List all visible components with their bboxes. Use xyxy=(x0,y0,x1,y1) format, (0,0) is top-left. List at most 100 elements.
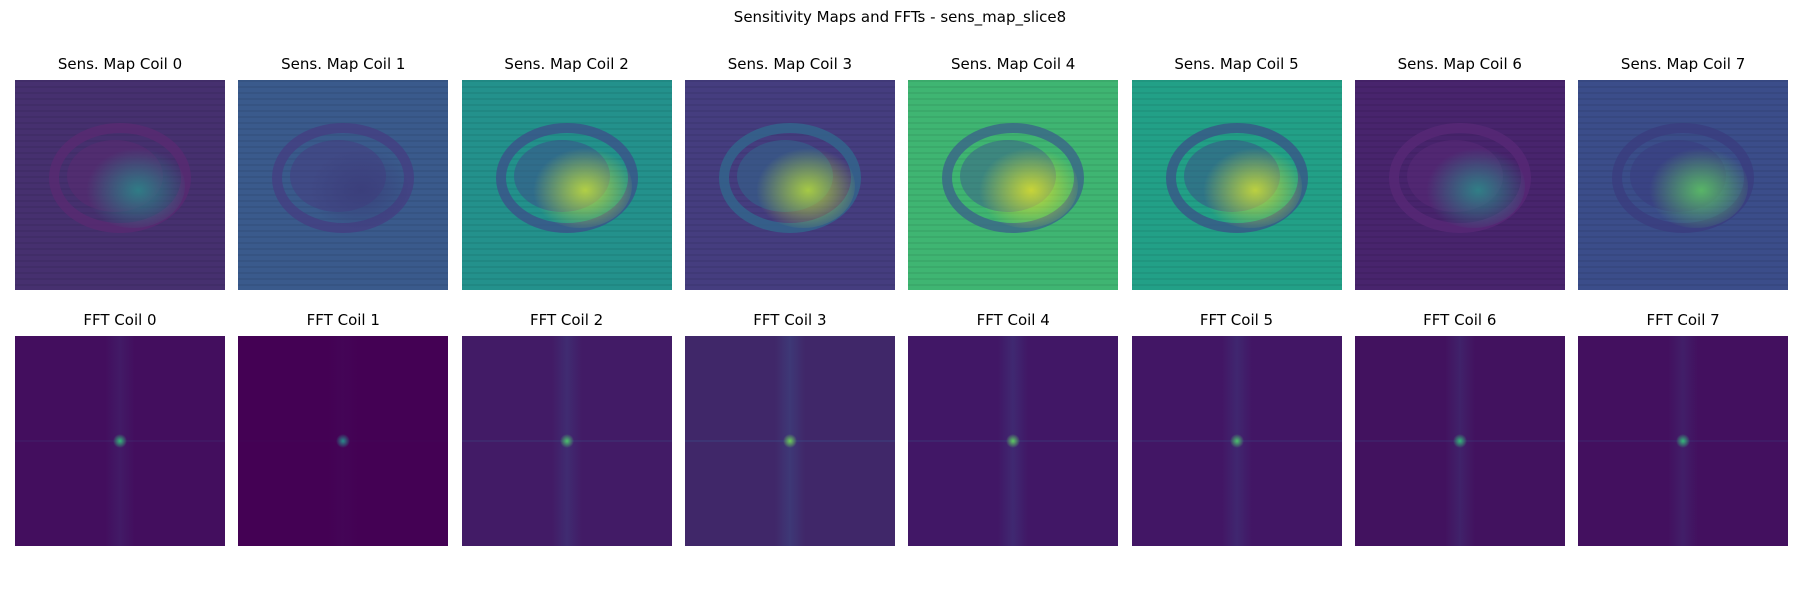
noise-stripe xyxy=(1131,98,1342,100)
noise-stripe xyxy=(15,248,225,250)
noise-stripe xyxy=(461,254,672,256)
noise-stripe xyxy=(908,98,1119,100)
noise-stripe xyxy=(238,80,449,82)
sens-map-panel-2: Sens. Map Coil 2 xyxy=(461,54,672,290)
sensitivity-hotspot xyxy=(527,144,632,228)
panel-title: FFT Coil 3 xyxy=(753,311,827,329)
noise-stripe xyxy=(1354,260,1565,262)
noise-stripe xyxy=(1578,92,1789,94)
sensitivity-map-image xyxy=(1578,80,1789,290)
noise-stripe xyxy=(15,266,225,268)
sens-map-panel-0: Sens. Map Coil 0 xyxy=(15,54,225,290)
panel-title: FFT Coil 1 xyxy=(306,311,380,329)
noise-stripe xyxy=(238,134,449,136)
sensitivity-hotspot xyxy=(81,144,185,228)
noise-stripe xyxy=(461,272,672,274)
noise-stripe xyxy=(1131,236,1342,238)
noise-stripe xyxy=(15,116,225,118)
panel-title: FFT Coil 5 xyxy=(1199,311,1274,329)
noise-stripe xyxy=(1578,86,1789,88)
noise-stripe xyxy=(1131,116,1342,118)
noise-stripe xyxy=(684,278,895,280)
anatomy-outline xyxy=(1612,123,1755,233)
sensitivity-hotspot xyxy=(974,144,1079,228)
noise-stripe xyxy=(908,92,1119,94)
noise-stripe xyxy=(238,92,449,94)
noise-stripe xyxy=(1354,110,1565,112)
noise-stripe xyxy=(461,266,672,268)
noise-stripe xyxy=(1354,266,1565,268)
noise-stripe xyxy=(1354,254,1565,256)
noise-stripe xyxy=(461,92,672,94)
sens-map-panel-4: Sens. Map Coil 4 xyxy=(908,54,1119,290)
kspace-center-peak xyxy=(1229,434,1244,448)
noise-stripe xyxy=(1578,134,1789,136)
noise-stripe xyxy=(908,254,1119,256)
sens-map-panel-5: Sens. Map Coil 5 xyxy=(1131,54,1342,290)
noise-stripe xyxy=(461,116,672,118)
noise-stripe xyxy=(1578,110,1789,112)
panel-title: FFT Coil 4 xyxy=(976,311,1050,329)
noise-stripe xyxy=(1131,110,1342,112)
fft-panel-0: FFT Coil 0 xyxy=(15,310,225,546)
noise-stripe xyxy=(461,80,672,82)
noise-stripe xyxy=(461,260,672,262)
fft-image xyxy=(15,336,225,546)
noise-stripe xyxy=(15,104,225,106)
noise-stripe xyxy=(1131,260,1342,262)
noise-stripe xyxy=(461,110,672,112)
noise-stripe xyxy=(238,278,449,280)
noise-stripe xyxy=(1354,116,1565,118)
noise-stripe xyxy=(684,254,895,256)
noise-stripe xyxy=(15,110,225,112)
panel-title: FFT Coil 7 xyxy=(1646,311,1720,329)
noise-stripe xyxy=(1578,248,1789,250)
noise-stripe xyxy=(908,134,1119,136)
panel-title: Sens. Map Coil 0 xyxy=(57,55,183,73)
sensitivity-map-image xyxy=(461,80,672,290)
sens-map-panel-3: Sens. Map Coil 3 xyxy=(684,54,895,290)
noise-stripe xyxy=(238,266,449,268)
noise-stripe xyxy=(684,248,895,250)
noise-stripe xyxy=(1131,278,1342,280)
noise-stripe xyxy=(1354,98,1565,100)
sensitivity-map-image xyxy=(908,80,1119,290)
sensitivity-map-image xyxy=(15,80,225,290)
noise-stripe xyxy=(238,254,449,256)
fft-panel-3: FFT Coil 3 xyxy=(684,310,895,546)
sensitivity-hotspot xyxy=(304,144,409,228)
noise-stripe xyxy=(1354,80,1565,82)
noise-stripe xyxy=(684,134,895,136)
panel-title: FFT Coil 0 xyxy=(83,311,157,329)
noise-stripe xyxy=(908,260,1119,262)
noise-stripe xyxy=(15,92,225,94)
noise-stripe xyxy=(908,278,1119,280)
noise-stripe xyxy=(684,110,895,112)
sens-map-panel-1: Sens. Map Coil 1 xyxy=(238,54,449,290)
panel-title: Sens. Map Coil 7 xyxy=(1620,55,1746,73)
noise-stripe xyxy=(1578,284,1789,286)
fft-panel-7: FFT Coil 7 xyxy=(1578,310,1789,546)
noise-stripe xyxy=(1578,278,1789,280)
noise-stripe xyxy=(238,242,449,244)
noise-stripe xyxy=(908,80,1119,82)
sensitivity-map-image xyxy=(1131,80,1342,290)
figure-title: Sensitivity Maps and FFTs - sens_map_sli… xyxy=(733,8,1067,26)
noise-stripe xyxy=(238,248,449,250)
noise-stripe xyxy=(1578,266,1789,268)
sensitivity-map-image xyxy=(238,80,449,290)
noise-stripe xyxy=(461,248,672,250)
noise-stripe xyxy=(1354,242,1565,244)
panel-title: FFT Coil 2 xyxy=(529,311,604,329)
noise-stripe xyxy=(908,110,1119,112)
noise-stripe xyxy=(908,266,1119,268)
noise-stripe xyxy=(1354,248,1565,250)
noise-stripe xyxy=(684,92,895,94)
fft-image xyxy=(908,336,1119,546)
noise-stripe xyxy=(461,278,672,280)
noise-stripe xyxy=(238,116,449,118)
panel-title: Sens. Map Coil 2 xyxy=(504,55,629,73)
noise-stripe xyxy=(908,248,1119,250)
fft-panel-5: FFT Coil 5 xyxy=(1131,310,1342,546)
fft-panel-4: FFT Coil 4 xyxy=(908,310,1119,546)
